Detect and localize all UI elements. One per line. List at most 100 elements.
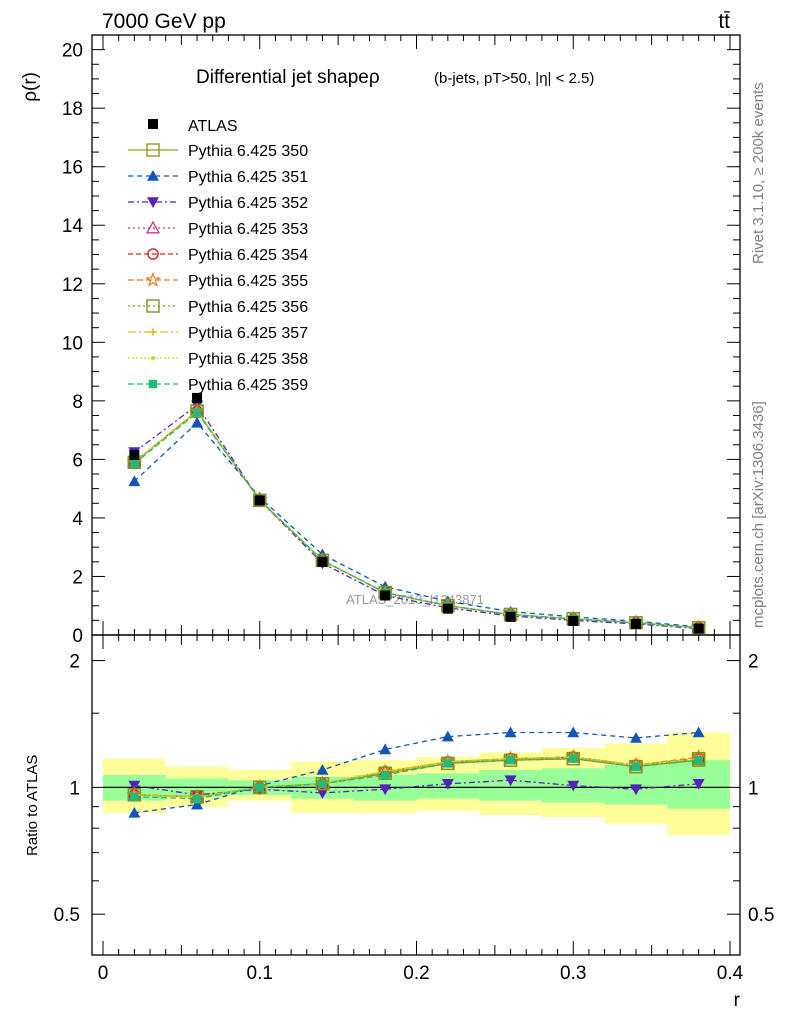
ratio-point-359 xyxy=(443,759,453,768)
legend-marker-358 xyxy=(151,356,155,360)
main-y-axis-label: ρ(r) xyxy=(20,72,41,102)
y-tick-label: 2 xyxy=(72,567,83,588)
ratio-point-359 xyxy=(192,794,202,803)
x-tick-label: 0.2 xyxy=(403,963,429,984)
ratio-y-tick-label: 1 xyxy=(69,778,80,799)
legend-marker-atlas xyxy=(148,119,158,129)
ratio-point-351 xyxy=(379,743,392,755)
ratio-y-tick-label-right: 0.5 xyxy=(748,905,774,926)
ratio-point-351 xyxy=(316,763,329,775)
ratio-point-351 xyxy=(567,726,580,738)
main-axis-ticks: 0 2 4 6 8 10 12 14 16 18 20 xyxy=(62,35,740,647)
ratio-point-352 xyxy=(629,784,642,796)
ratio-point-351 xyxy=(191,798,204,810)
y-tick-label: 4 xyxy=(72,509,83,530)
ratio-point-359 xyxy=(318,779,327,788)
legend-label-356: Pythia 6.425 356 xyxy=(188,299,308,316)
data-point-atlas xyxy=(129,450,140,460)
ratio-y-tick-label: 2 xyxy=(69,652,80,673)
legend-marker-350 xyxy=(146,143,160,157)
x-axis-label: r xyxy=(734,990,741,1011)
ratio-point-359 xyxy=(694,756,703,765)
mcplots-source-label: mcplots.cern.ch [arXiv:1306.3436] xyxy=(750,401,767,628)
legend-marker-356 xyxy=(146,299,160,313)
data-point-atlas xyxy=(505,611,516,622)
legend-marker-357 xyxy=(149,328,157,336)
plot-title-detail: (b-jets, pT>50, |η| < 2.5) xyxy=(434,70,594,87)
legend: ATLAS Pythia 6.425 350 Pythia 6.425 351 Pyt… xyxy=(128,118,308,394)
data-point-atlas xyxy=(568,615,579,626)
y-tick-label: 18 xyxy=(62,99,83,120)
series-line-351 xyxy=(133,421,699,628)
legend-label-354: Pythia 6.425 354 xyxy=(188,247,308,264)
ratio-line-351 xyxy=(134,731,699,814)
x-tick-label: 0.3 xyxy=(560,963,586,984)
ratio-point-359 xyxy=(380,770,390,780)
ratio-point-351 xyxy=(441,730,454,742)
y-tick-label: 14 xyxy=(62,216,84,237)
ratio-point-359 xyxy=(569,754,578,763)
series-point-351 xyxy=(191,416,204,428)
legend-label-358: Pythia 6.425 358 xyxy=(188,351,308,368)
ratio-axis-ticks: 0.5 0.5 1 1 2 2 0 0.1 0.2 0.3 0.4 xyxy=(54,635,774,984)
legend-marker-354 xyxy=(147,248,159,260)
data-point-atlas xyxy=(380,590,391,601)
ratio-point-352 xyxy=(316,788,329,799)
x-tick-label: 0 xyxy=(98,963,109,984)
legend-marker-351 xyxy=(147,170,159,181)
legend-label-352: Pythia 6.425 352 xyxy=(188,195,308,212)
ratio-y-tick-label-right: 2 xyxy=(748,652,759,673)
data-point-atlas xyxy=(693,623,704,634)
legend-marker-355 xyxy=(145,271,161,287)
legend-marker-352 xyxy=(147,197,159,208)
series-point-351 xyxy=(128,475,141,487)
ratio-y-axis-label: Ratio to ATLAS xyxy=(24,755,41,856)
ratio-point-351 xyxy=(504,726,517,738)
data-point-atlas xyxy=(254,495,265,506)
ratio-y-tick-label: 0.5 xyxy=(54,905,80,926)
ratio-point-356 xyxy=(441,756,455,771)
ratio-point-351 xyxy=(692,726,705,738)
ratio-point-352 xyxy=(504,775,517,787)
x-tick-label: 0.1 xyxy=(247,963,273,984)
legend-marker-353 xyxy=(145,220,161,234)
series-point-359 xyxy=(130,459,139,468)
y-tick-label: 12 xyxy=(62,275,83,296)
ratio-point-352 xyxy=(128,780,141,792)
series-line-359 xyxy=(133,411,699,629)
legend-label-350: Pythia 6.425 350 xyxy=(188,143,308,160)
data-point-atlas xyxy=(317,556,328,567)
main-series-group xyxy=(126,392,707,635)
ratio-point-351 xyxy=(629,731,642,743)
header-energy-label: 7000 GeV pp xyxy=(102,10,226,33)
ratio-point-352 xyxy=(567,780,580,792)
y-tick-label: 10 xyxy=(62,333,83,354)
ratio-line-358 xyxy=(134,756,699,798)
ratio-point-352 xyxy=(441,778,454,790)
ratio-point-359 xyxy=(631,762,641,771)
ratio-point-359 xyxy=(130,792,139,801)
series-line-352 xyxy=(133,404,699,630)
legend-label-353: Pythia 6.425 353 xyxy=(188,221,308,238)
x-tick-label: 0.4 xyxy=(717,963,744,984)
ratio-uncertainty-bands xyxy=(103,732,730,836)
ratio-point-359 xyxy=(255,783,264,792)
data-point-atlas xyxy=(630,618,641,629)
series-point-356 xyxy=(253,493,267,508)
ratio-point-351 xyxy=(128,806,141,818)
legend-label-355: Pythia 6.425 355 xyxy=(188,273,308,290)
ratio-point-352 xyxy=(692,778,705,790)
legend-label-351: Pythia 6.425 351 xyxy=(188,169,308,186)
legend-label-359: Pythia 6.425 359 xyxy=(188,377,308,394)
y-tick-label: 0 xyxy=(72,626,83,647)
legend-label-atlas: ATLAS xyxy=(188,118,238,135)
y-tick-label: 16 xyxy=(62,158,83,179)
legend-marker-359 xyxy=(148,379,158,389)
plot-title: Differential jet shapeρ xyxy=(196,67,380,88)
data-point-atlas xyxy=(192,392,203,403)
ratio-point-352 xyxy=(379,784,392,796)
rivet-version-label: Rivet 3.1.10, ≥ 200k events xyxy=(750,82,767,264)
legend-label-357: Pythia 6.425 357 xyxy=(188,325,308,342)
ratio-y-tick-label-right: 1 xyxy=(748,778,759,799)
